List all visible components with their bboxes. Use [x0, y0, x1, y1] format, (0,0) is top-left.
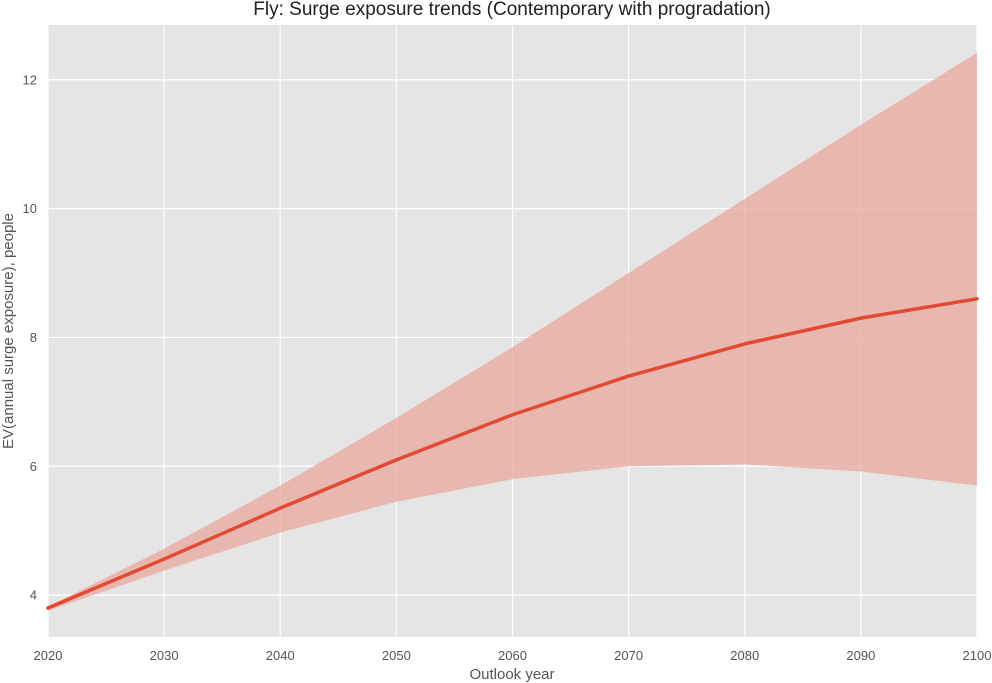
y-tick-label: 8	[30, 330, 37, 345]
chart-title: Fly: Surge exposure trends (Contemporary…	[253, 0, 770, 20]
x-tick-label: 2070	[614, 648, 643, 663]
y-tick-label: 4	[30, 588, 37, 603]
y-tick-label: 12	[23, 72, 37, 87]
x-tick-label: 2030	[150, 648, 179, 663]
x-tick-label: 2020	[34, 648, 63, 663]
x-tick-label: 2090	[846, 648, 875, 663]
y-tick-label: 10	[23, 201, 37, 216]
x-tick-label: 2040	[266, 648, 295, 663]
y-tick-labels: 4 6 8 10 12	[23, 72, 37, 602]
y-tick-label: 6	[30, 459, 37, 474]
y-axis-label: EV(annual surge exposure), people	[0, 213, 17, 449]
x-tick-label: 2060	[498, 648, 527, 663]
x-tick-labels: 2020 2030 2040 2050 2060 2070 2080 2090 2100	[34, 648, 992, 663]
series-line	[46, 297, 979, 610]
confidence-band	[48, 52, 977, 611]
x-tick-label: 2100	[963, 648, 992, 663]
x-tick-label: 2080	[730, 648, 759, 663]
x-tick-label: 2050	[382, 648, 411, 663]
x-axis-label: Outlook year	[469, 666, 554, 683]
